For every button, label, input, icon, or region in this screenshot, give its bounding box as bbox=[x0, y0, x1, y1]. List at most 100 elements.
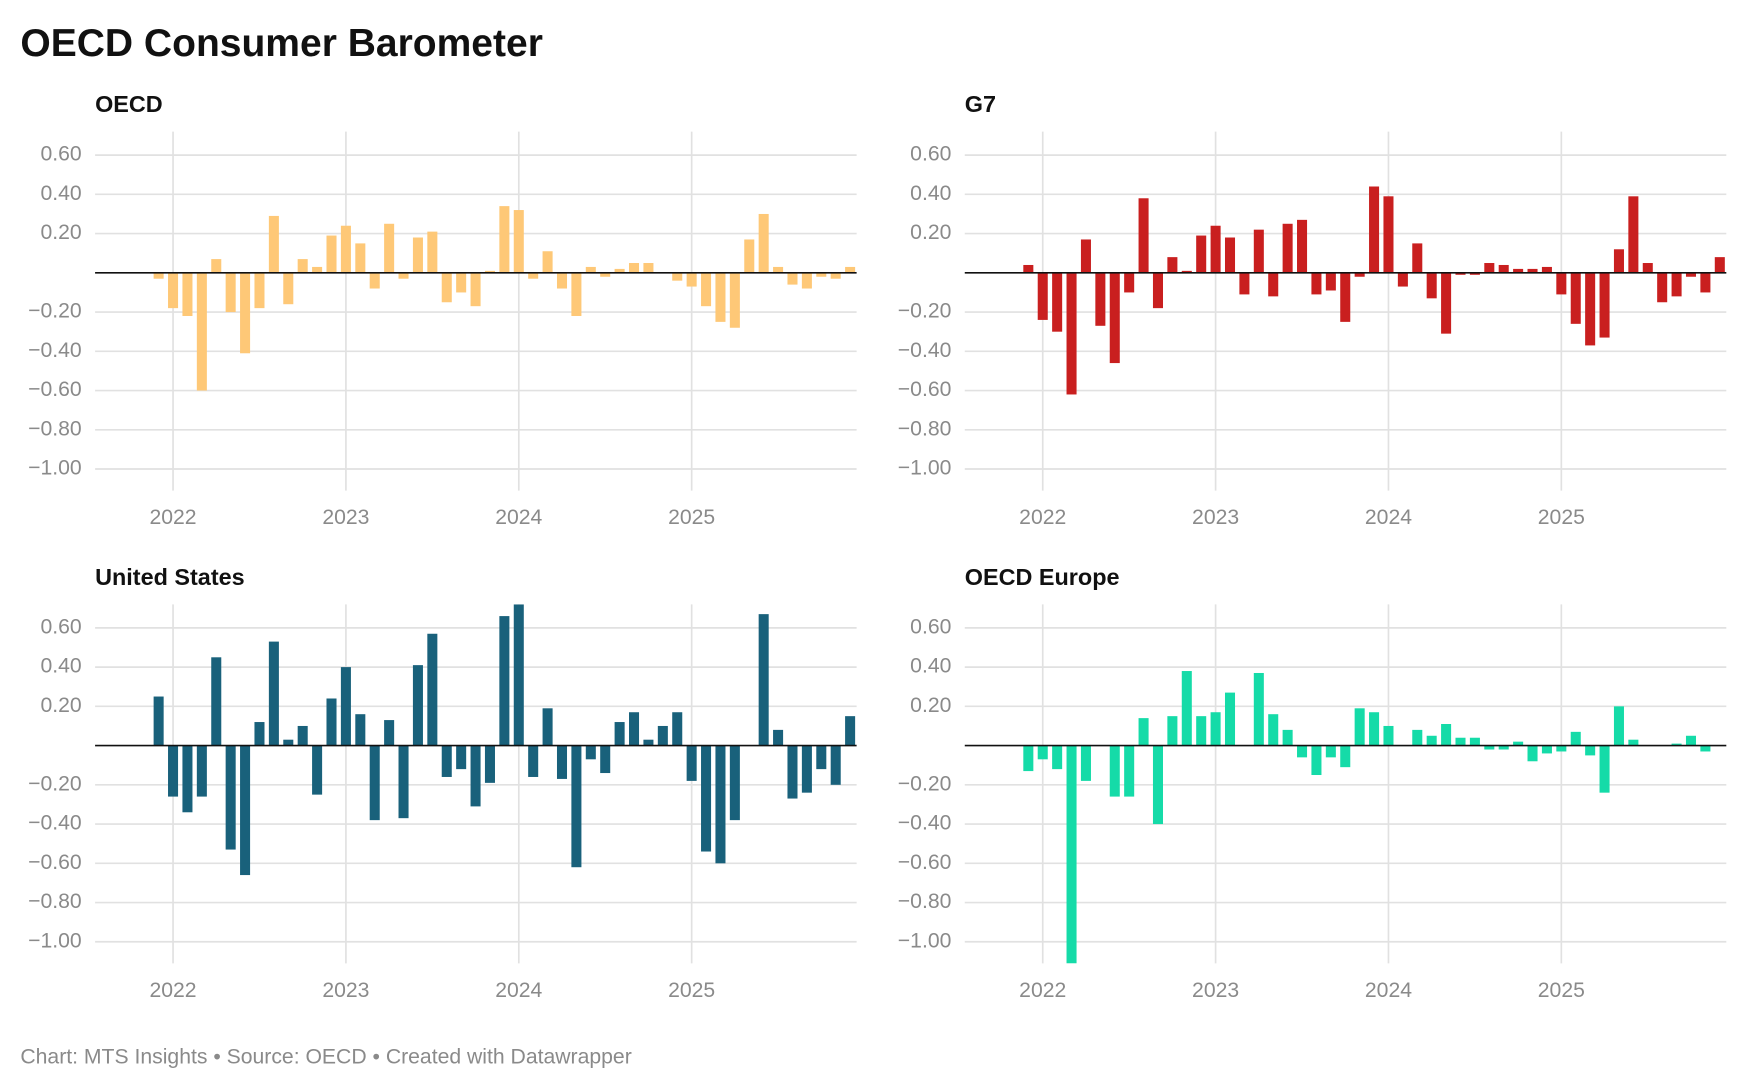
bar bbox=[556, 272, 568, 289]
bar bbox=[1426, 735, 1437, 746]
y-tick-label: 0.40 bbox=[910, 655, 951, 678]
bar bbox=[1527, 745, 1538, 762]
bar bbox=[585, 745, 596, 760]
bar bbox=[1052, 272, 1063, 332]
y-tick-label: −0.60 bbox=[898, 851, 952, 874]
bar bbox=[1628, 739, 1639, 746]
bar bbox=[513, 210, 524, 273]
bar bbox=[168, 272, 179, 309]
bar bbox=[701, 745, 712, 852]
bar bbox=[629, 263, 640, 273]
bar bbox=[715, 272, 726, 322]
x-tick-label: 2024 bbox=[495, 506, 542, 529]
y-tick-label: −1.00 bbox=[898, 929, 952, 952]
bar bbox=[1167, 257, 1178, 273]
bar bbox=[1066, 745, 1077, 964]
bar bbox=[1527, 268, 1538, 273]
bar bbox=[312, 266, 323, 273]
bar bbox=[297, 259, 308, 273]
bar bbox=[1685, 735, 1697, 746]
bar bbox=[384, 720, 395, 746]
bar bbox=[1541, 266, 1552, 273]
bar bbox=[773, 729, 784, 746]
bar bbox=[240, 272, 251, 354]
bar bbox=[1282, 729, 1293, 746]
bar bbox=[1152, 745, 1163, 825]
bar bbox=[686, 745, 697, 781]
y-tick-label: −0.20 bbox=[28, 300, 82, 323]
bar bbox=[1397, 272, 1408, 287]
bar bbox=[196, 272, 207, 391]
bar bbox=[744, 239, 755, 273]
bar bbox=[1498, 264, 1509, 273]
bar bbox=[629, 712, 640, 746]
bar bbox=[1613, 706, 1624, 746]
bar bbox=[845, 716, 856, 746]
bar bbox=[1268, 272, 1279, 297]
y-tick-label: −0.80 bbox=[28, 417, 82, 440]
bar bbox=[427, 231, 438, 273]
bar bbox=[456, 745, 467, 770]
bar bbox=[830, 272, 841, 279]
y-tick-label: −1.00 bbox=[898, 457, 952, 480]
bar bbox=[196, 745, 207, 797]
page-title: OECD Consumer Barometer bbox=[20, 22, 543, 65]
bar bbox=[470, 272, 481, 307]
y-tick-label: −0.20 bbox=[28, 772, 82, 795]
bar bbox=[499, 616, 510, 746]
bar bbox=[1412, 729, 1423, 746]
bar bbox=[715, 745, 726, 864]
bar bbox=[1297, 745, 1308, 758]
bar bbox=[1383, 725, 1394, 746]
bar bbox=[1340, 272, 1351, 322]
bar bbox=[398, 745, 409, 819]
bar bbox=[1253, 229, 1264, 273]
bars bbox=[1023, 186, 1725, 395]
y-tick-label: −0.40 bbox=[898, 339, 952, 362]
bar bbox=[614, 722, 625, 746]
bar bbox=[701, 272, 712, 307]
bar bbox=[657, 725, 668, 746]
bar bbox=[254, 272, 265, 309]
x-tick-label: 2024 bbox=[495, 979, 542, 1002]
y-tick-label: 0.60 bbox=[910, 615, 951, 638]
bar bbox=[1369, 186, 1380, 273]
y-tick-label: −0.40 bbox=[28, 812, 82, 835]
panel: 0.60 0.40 0.20 −0.20 −0.40 −0.60 −0.80 −1.00 202… bbox=[28, 604, 857, 1002]
bar bbox=[1037, 745, 1048, 760]
bar bbox=[1124, 745, 1135, 797]
bar bbox=[1613, 249, 1624, 273]
bar bbox=[1599, 272, 1610, 338]
bar bbox=[412, 665, 423, 746]
bar bbox=[1268, 714, 1279, 746]
bar bbox=[211, 259, 222, 273]
bar bbox=[268, 215, 279, 273]
x-tick-label: 2023 bbox=[1192, 979, 1239, 1002]
bar bbox=[1642, 263, 1653, 273]
bar bbox=[1282, 223, 1293, 273]
bar bbox=[1685, 272, 1697, 277]
bar bbox=[1253, 672, 1264, 746]
bar bbox=[1671, 743, 1682, 746]
bar bbox=[1599, 745, 1610, 793]
panel-title: OECD Europe bbox=[965, 564, 1120, 590]
bar bbox=[369, 745, 380, 821]
bar bbox=[340, 225, 351, 273]
bar bbox=[787, 272, 798, 285]
y-tick-label: 0.20 bbox=[910, 221, 951, 244]
bar bbox=[456, 272, 467, 293]
bar bbox=[1469, 737, 1480, 746]
bar bbox=[1570, 731, 1581, 746]
x-tick-label: 2025 bbox=[1538, 979, 1585, 1002]
bar bbox=[1167, 716, 1178, 746]
bar bbox=[556, 745, 568, 779]
bar bbox=[758, 213, 769, 273]
y-tick-label: 0.60 bbox=[910, 143, 951, 166]
bar bbox=[1210, 225, 1221, 273]
y-tick-label: −0.80 bbox=[898, 890, 952, 913]
bar bbox=[1513, 741, 1524, 746]
bar bbox=[1383, 196, 1394, 273]
bar bbox=[398, 272, 409, 279]
bar bbox=[470, 745, 481, 807]
